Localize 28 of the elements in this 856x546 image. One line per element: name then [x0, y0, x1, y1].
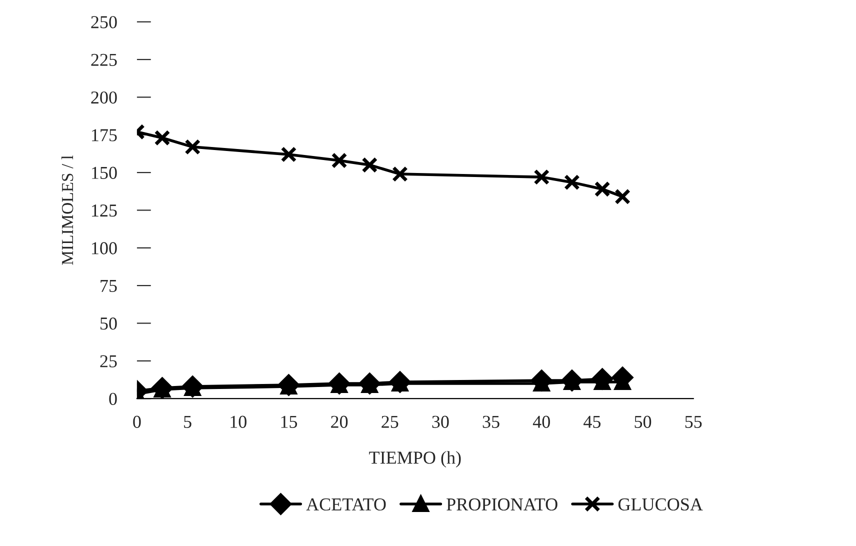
y-tick-label: 100: [92, 242, 117, 254]
y-tick-label: 125: [92, 204, 117, 217]
x-tick-label: 55: [685, 416, 702, 428]
x-tick-label: 10: [230, 416, 246, 428]
x-tick-label: 50: [634, 416, 652, 428]
x-tick-label: 20: [331, 416, 348, 428]
y-tick-label: 200: [91, 91, 117, 104]
x-tick-label: 15: [281, 416, 298, 428]
legend-label: ACETATO: [306, 498, 386, 511]
y-tick-label: 150: [92, 166, 117, 179]
y-tick-label: 50: [100, 317, 117, 330]
y-tick-label: 75: [100, 280, 117, 292]
y-axis-title: MILIMOLES / l: [61, 155, 74, 265]
y-tick-label: 250: [91, 16, 117, 28]
y-tick-label: 175: [92, 129, 117, 142]
x-tick-label: 30: [432, 416, 449, 428]
x-tick-label: 5: [184, 416, 192, 428]
y-tick-label: 0: [109, 392, 117, 406]
legend-label: GLUCOSA: [618, 498, 703, 511]
x-tick-label: 40: [532, 416, 550, 428]
x-tick-label: 0: [133, 416, 141, 428]
x-tick-label: 45: [584, 416, 601, 428]
x-axis-title: TIEMPO (h): [369, 451, 461, 468]
x-tick-label: 35: [482, 416, 500, 428]
x-tick-label: 25: [382, 416, 398, 428]
legend-label: PROPIONATO: [446, 498, 558, 511]
y-tick-label: 225: [91, 54, 117, 66]
y-tick-label: 25: [100, 355, 117, 368]
